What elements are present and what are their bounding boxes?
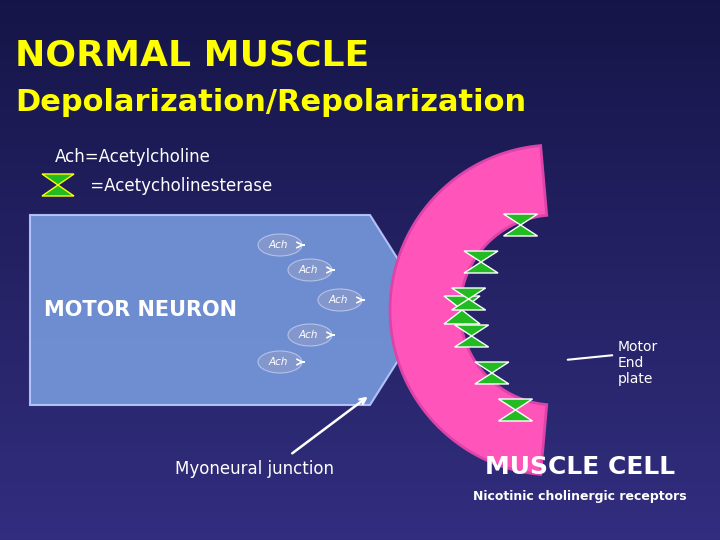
Ellipse shape [288, 259, 332, 281]
Polygon shape [464, 262, 498, 273]
Polygon shape [498, 399, 533, 410]
Text: Ach: Ach [328, 295, 348, 305]
Polygon shape [498, 410, 533, 421]
Ellipse shape [318, 289, 362, 311]
Polygon shape [42, 185, 74, 196]
Text: NORMAL MUSCLE: NORMAL MUSCLE [15, 38, 369, 72]
Polygon shape [503, 225, 538, 236]
Polygon shape [475, 362, 509, 373]
Polygon shape [451, 299, 485, 310]
Text: Ach: Ach [269, 357, 288, 367]
Polygon shape [454, 325, 489, 336]
Text: Myoneural junction: Myoneural junction [175, 460, 334, 478]
Text: Ach: Ach [298, 330, 318, 340]
Polygon shape [464, 251, 498, 262]
Polygon shape [42, 174, 74, 185]
Text: Ach=Acetylcholine: Ach=Acetylcholine [55, 148, 211, 166]
Text: Depolarization/Repolarization: Depolarization/Repolarization [15, 88, 526, 117]
Text: Motor
End
plate: Motor End plate [618, 340, 658, 387]
Text: MOTOR NEURON: MOTOR NEURON [43, 300, 236, 320]
Polygon shape [390, 146, 546, 474]
Polygon shape [451, 288, 485, 299]
Polygon shape [444, 296, 480, 310]
Polygon shape [444, 310, 480, 324]
Text: MUSCLE CELL: MUSCLE CELL [485, 455, 675, 479]
Polygon shape [30, 215, 430, 405]
Polygon shape [503, 214, 538, 225]
Text: =Acetycholinesterase: =Acetycholinesterase [85, 177, 272, 195]
Polygon shape [475, 373, 509, 384]
Ellipse shape [258, 351, 302, 373]
Ellipse shape [288, 324, 332, 346]
Polygon shape [454, 336, 489, 347]
Text: Nicotinic cholinergic receptors: Nicotinic cholinergic receptors [473, 490, 687, 503]
Text: Ach: Ach [269, 240, 288, 250]
Text: Ach: Ach [298, 265, 318, 275]
Ellipse shape [258, 234, 302, 256]
